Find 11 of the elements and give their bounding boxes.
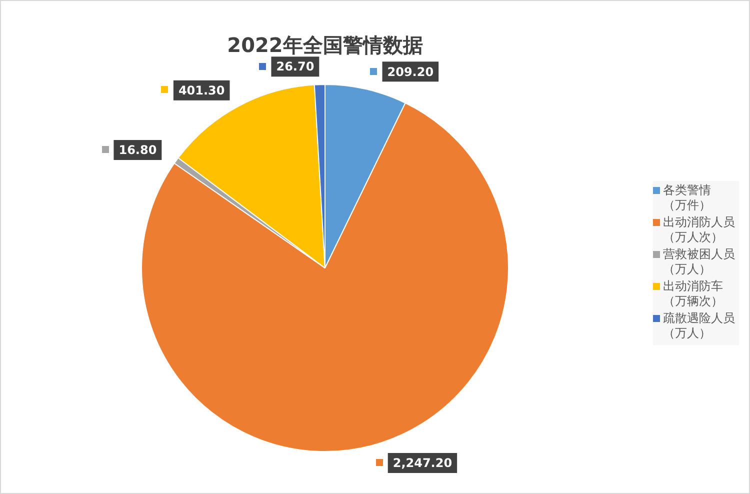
legend-label: 疏散遇险人员（万人） [663,311,736,341]
legend-label: 各类警情（万件） [663,183,712,213]
data-label: 16.80 [118,143,157,158]
chart-title: 2022年全国警情数据 [227,33,423,58]
data-label: 209.20 [387,64,434,79]
legend-label: 出动消防人员（万人次） [663,215,736,245]
data-label: 26.70 [276,60,314,74]
data-label: 401.30 [178,84,225,98]
legend-label: 营救被困人员（万人） [663,247,736,277]
data-label: 2,247.20 [392,456,452,470]
legend-label: 出动消防车（万辆次） [663,279,724,309]
